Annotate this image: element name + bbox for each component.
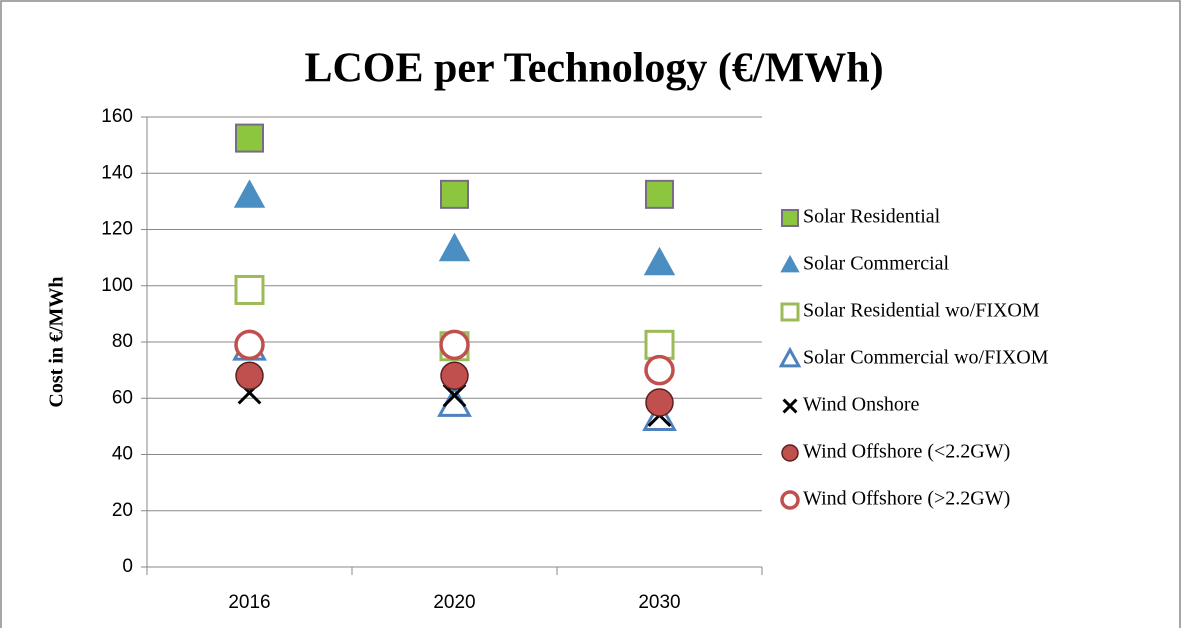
y-tick-label: 80	[112, 331, 133, 352]
data-point	[644, 354, 675, 386]
data-point	[234, 274, 265, 305]
y-tick-label: 20	[112, 500, 133, 521]
data-point	[438, 232, 471, 262]
legend-label: Wind Onshore	[803, 394, 920, 416]
y-tick-label: 140	[101, 162, 133, 183]
y-tick-label: 60	[112, 387, 133, 408]
x-tick-label: 2030	[638, 592, 680, 613]
x-tick-label: 2016	[228, 592, 270, 613]
legend-marker	[780, 302, 800, 322]
data-point	[440, 179, 469, 209]
data-point	[439, 329, 470, 361]
data-point	[643, 246, 676, 276]
legend-marker	[781, 444, 799, 462]
y-tick-label: 40	[112, 444, 133, 465]
legend-label: Solar Residential	[803, 206, 941, 228]
legend-marker	[778, 346, 802, 368]
legend-marker	[780, 490, 800, 510]
data-point	[644, 329, 675, 360]
y-tick-label: 100	[101, 275, 133, 296]
data-point	[440, 361, 469, 390]
x-tick-label: 2020	[433, 592, 475, 613]
data-point	[645, 179, 674, 209]
legend-label: Solar Commercial wo/FIXOM	[803, 347, 1049, 369]
data-point	[442, 383, 467, 408]
data-point	[235, 123, 264, 153]
y-tick-label: 120	[101, 219, 133, 240]
legend-label: Solar Commercial	[803, 253, 950, 275]
y-axis-label: Cost in €/MWh	[46, 276, 68, 407]
legend-label: Wind Offshore (>2.2GW)	[803, 488, 1010, 510]
legend-marker	[782, 398, 798, 414]
data-point	[233, 179, 266, 208]
legend-label: Solar Residential wo/FIXOM	[803, 300, 1040, 322]
data-point	[645, 388, 674, 417]
data-point	[235, 361, 264, 390]
chart-title: LCOE per Technology (€/MWh)	[304, 46, 883, 92]
legend-marker	[781, 209, 799, 227]
legend-marker	[780, 254, 800, 273]
y-tick-label: 0	[122, 556, 133, 577]
legend-label: Wind Offshore (<2.2GW)	[803, 441, 1010, 463]
data-point	[234, 329, 265, 361]
y-tick-label: 160	[101, 106, 133, 127]
